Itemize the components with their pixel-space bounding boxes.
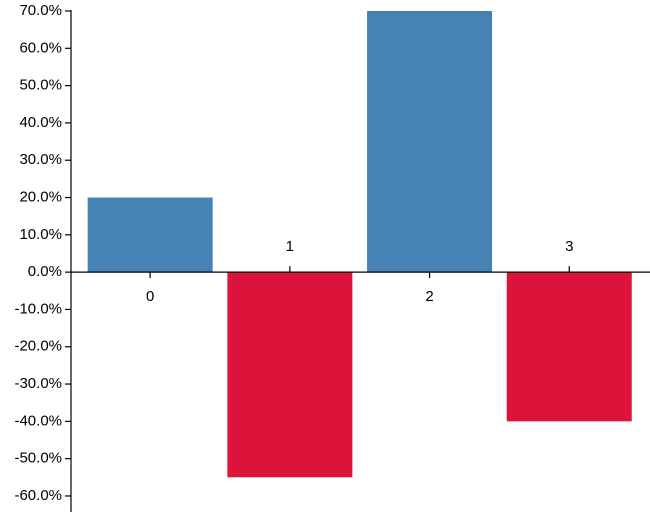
x-tick-label: 2	[425, 288, 433, 305]
y-tick-label: 10.0%	[19, 226, 62, 243]
x-tick-label: 3	[565, 238, 573, 255]
y-tick-label: 0.0%	[28, 263, 62, 280]
y-tick-label: 60.0%	[19, 39, 62, 56]
y-tick-label: -20.0%	[14, 338, 62, 355]
y-tick-label: -40.0%	[14, 412, 62, 429]
y-tick-label: -60.0%	[14, 487, 62, 504]
y-tick-label: 30.0%	[19, 151, 62, 168]
y-tick-label: 70.0%	[19, 2, 62, 19]
x-tick-label: 1	[286, 238, 294, 255]
y-tick-label: 50.0%	[19, 77, 62, 94]
x-tick-label: 0	[146, 288, 154, 305]
bar	[506, 272, 632, 422]
y-tick-label: 20.0%	[19, 188, 62, 205]
y-tick-label: -30.0%	[14, 375, 62, 392]
bar	[227, 272, 353, 478]
bar	[87, 197, 213, 273]
bar	[367, 11, 493, 273]
y-tick-label: -10.0%	[14, 300, 62, 317]
y-tick-label: -50.0%	[14, 450, 62, 467]
y-tick-label: 40.0%	[19, 114, 62, 131]
